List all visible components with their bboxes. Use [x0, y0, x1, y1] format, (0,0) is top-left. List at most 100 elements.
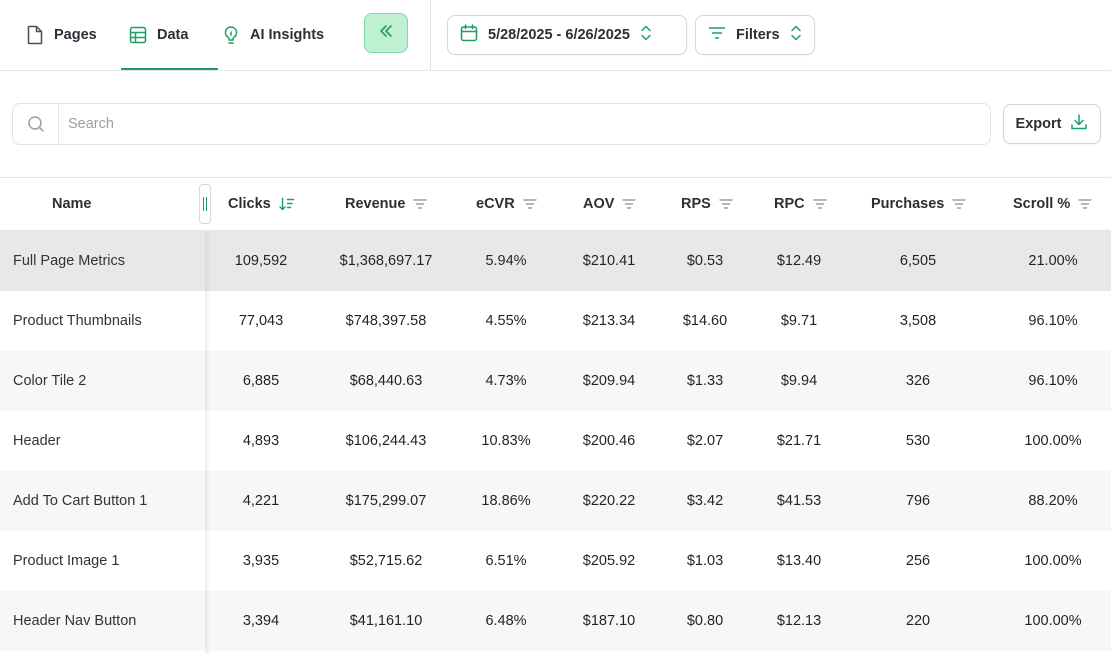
cell-ecvr: 6.48%	[485, 613, 527, 629]
table-header: Name Clicks Revenue eCVR AOV	[0, 178, 1111, 231]
cell-revenue: $1,368,697.17	[339, 253, 433, 269]
date-range-picker[interactable]: 5/28/2025 - 6/26/2025	[447, 15, 687, 55]
export-button[interactable]: Export	[1003, 104, 1101, 144]
top-bar: Pages Data AI Insights 5/28/2025 - 6/26/…	[0, 0, 1111, 71]
table-row[interactable]: Add To Cart Button 1 4,221 $175,299.07 1…	[0, 471, 1111, 531]
cell-clicks: 4,221	[242, 493, 280, 509]
cell-name: Product Image 1	[13, 553, 120, 569]
cell-rpc: $21.71	[776, 433, 822, 449]
lightbulb-icon	[222, 25, 240, 45]
table-row[interactable]: Full Page Metrics 109,592 $1,368,697.17 …	[0, 231, 1111, 291]
cell-clicks: 3,935	[242, 553, 280, 569]
chevrons-left-icon	[378, 24, 394, 43]
cell-rps: $0.80	[686, 613, 724, 629]
cell-revenue: $748,397.58	[345, 313, 427, 329]
cell-scroll: 96.10%	[1028, 373, 1078, 389]
cell-aov: $209.94	[582, 373, 636, 389]
cell-name: Product Thumbnails	[13, 313, 142, 329]
cell-rps: $2.07	[686, 433, 724, 449]
cell-rps: $1.03	[686, 553, 724, 569]
toolbar-divider	[430, 0, 431, 70]
column-header-rps[interactable]: RPS	[681, 178, 733, 230]
cell-revenue: $106,244.43	[345, 433, 427, 449]
filter-lines-icon[interactable]	[812, 198, 827, 210]
cell-name: Color Tile 2	[13, 373, 87, 389]
sort-descending-icon[interactable]	[279, 197, 295, 211]
cell-scroll: 100.00%	[1024, 433, 1082, 449]
export-label: Export	[1015, 116, 1062, 132]
table-row[interactable]: Header 4,893 $106,244.43 10.83% $200.46 …	[0, 411, 1111, 471]
cell-revenue: $175,299.07	[345, 493, 427, 509]
column-header-revenue[interactable]: Revenue	[345, 178, 428, 230]
column-header-scroll[interactable]: Scroll %	[1013, 178, 1092, 230]
cell-rpc: $12.13	[776, 613, 822, 629]
table-row[interactable]: Header Nav Button 3,394 $41,161.10 6.48%…	[0, 591, 1111, 651]
cell-name: Header	[13, 433, 61, 449]
column-header-ecvr[interactable]: eCVR	[476, 178, 537, 230]
filter-lines-icon[interactable]	[413, 198, 428, 210]
file-icon	[26, 25, 44, 45]
table-row[interactable]: Product Thumbnails 77,043 $748,397.58 4.…	[0, 291, 1111, 351]
column-header-rpc[interactable]: RPC	[774, 178, 827, 230]
cell-purchases: 796	[905, 493, 931, 509]
column-header-clicks[interactable]: Clicks	[228, 178, 295, 230]
cell-rpc: $41.53	[776, 493, 822, 509]
tab-ai-insights[interactable]: AI Insights	[222, 0, 324, 70]
filter-lines-icon[interactable]	[952, 198, 967, 210]
cell-clicks: 3,394	[242, 613, 280, 629]
cell-purchases: 326	[905, 373, 931, 389]
column-header-name[interactable]: Name	[52, 196, 92, 212]
cell-scroll: 88.20%	[1028, 493, 1078, 509]
filter-lines-icon	[708, 26, 726, 44]
tab-data[interactable]: Data	[120, 0, 220, 70]
cell-name: Add To Cart Button 1	[13, 493, 148, 509]
cell-rpc: $9.94	[780, 373, 818, 389]
cell-aov: $200.46	[582, 433, 636, 449]
cell-aov: $210.41	[582, 253, 636, 269]
tab-label: AI Insights	[250, 27, 325, 43]
cell-rps: $14.60	[682, 313, 728, 329]
cell-ecvr: 4.55%	[485, 313, 527, 329]
cell-rps: $1.33	[686, 373, 724, 389]
cell-clicks: 6,885	[242, 373, 280, 389]
cell-purchases: 6,505	[899, 253, 937, 269]
cell-revenue: $68,440.63	[349, 373, 423, 389]
cell-aov: $205.92	[582, 553, 636, 569]
cell-rps: $0.53	[686, 253, 724, 269]
cell-aov: $187.10	[582, 613, 636, 629]
column-header-purchases[interactable]: Purchases	[871, 178, 967, 230]
filters-button[interactable]: Filters	[695, 15, 815, 55]
cell-purchases: 220	[905, 613, 931, 629]
cell-aov: $220.22	[582, 493, 636, 509]
filter-lines-icon[interactable]	[719, 198, 733, 210]
table-row[interactable]: Product Image 1 3,935 $52,715.62 6.51% $…	[0, 531, 1111, 591]
calendar-icon	[460, 24, 478, 46]
cell-ecvr: 18.86%	[481, 493, 531, 509]
cell-rpc: $12.49	[776, 253, 822, 269]
cell-revenue: $52,715.62	[349, 553, 423, 569]
cell-scroll: 21.00%	[1028, 253, 1078, 269]
cell-rpc: $13.40	[776, 553, 822, 569]
table-row[interactable]: Color Tile 2 6,885 $68,440.63 4.73% $209…	[0, 351, 1111, 411]
cell-scroll: 100.00%	[1024, 613, 1082, 629]
search-input[interactable]	[59, 104, 990, 144]
table-icon	[129, 26, 147, 44]
cell-ecvr: 10.83%	[481, 433, 531, 449]
cell-purchases: 256	[905, 553, 931, 569]
collapse-sidebar-button[interactable]	[364, 13, 408, 53]
cell-clicks: 4,893	[242, 433, 280, 449]
column-header-aov[interactable]: AOV	[583, 178, 637, 230]
column-resize-handle[interactable]	[199, 184, 211, 224]
tab-label: Data	[157, 27, 189, 43]
date-range-label: 5/28/2025 - 6/26/2025	[488, 27, 630, 43]
filter-lines-icon[interactable]	[622, 198, 637, 210]
filter-lines-icon[interactable]	[522, 198, 537, 210]
filter-lines-icon[interactable]	[1078, 198, 1092, 210]
filters-label: Filters	[736, 27, 780, 43]
cell-name: Header Nav Button	[13, 613, 137, 629]
cell-rpc: $9.71	[780, 313, 818, 329]
cell-revenue: $41,161.10	[349, 613, 423, 629]
cell-ecvr: 6.51%	[485, 553, 527, 569]
tab-pages[interactable]: Pages	[26, 0, 97, 70]
search-bar	[12, 103, 991, 145]
